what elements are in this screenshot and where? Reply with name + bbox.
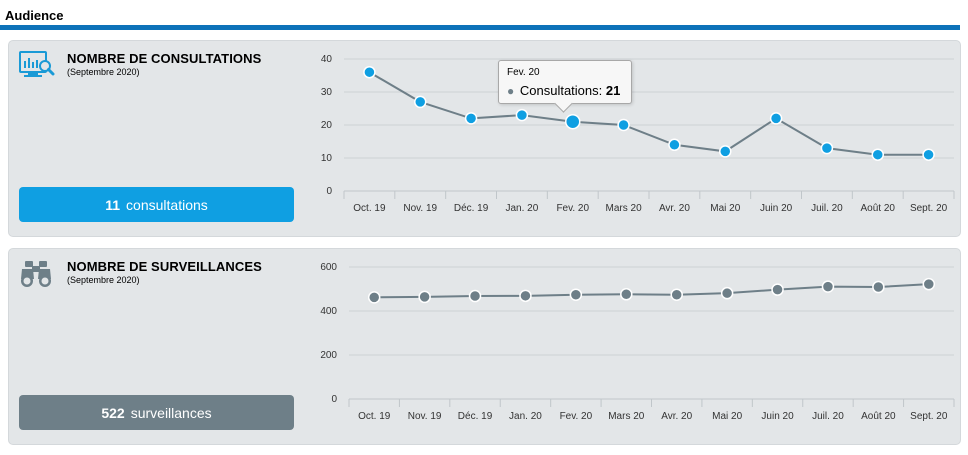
y-tick-label: 40 xyxy=(321,54,333,65)
series-line xyxy=(368,71,929,156)
x-tick-label: Avr. 20 xyxy=(659,203,690,214)
data-point[interactable] xyxy=(418,290,431,304)
series-line xyxy=(374,283,929,299)
surveillances-heading: NOMBRE DE SURVEILLANCES xyxy=(67,259,262,274)
data-point[interactable] xyxy=(569,288,583,301)
data-point[interactable] xyxy=(771,283,784,296)
y-tick-label: 20 xyxy=(321,120,333,131)
x-tick-label: Déc. 19 xyxy=(458,411,493,422)
x-tick-label: Mars 20 xyxy=(608,411,645,422)
tooltip-title: Fev. 20 xyxy=(507,67,540,78)
consultations-panel: NOMBRE DE CONSULTATIONS (Septembre 2020)… xyxy=(8,40,961,237)
x-tick-label: Mai 20 xyxy=(712,411,742,422)
data-point[interactable] xyxy=(363,65,376,79)
x-tick-label: Juin 20 xyxy=(761,411,794,422)
x-tick-label: Juil. 20 xyxy=(811,203,843,214)
x-tick-label: Août 20 xyxy=(861,203,896,214)
x-tick-label: Juil. 20 xyxy=(812,411,844,422)
consultations-count: 11 xyxy=(105,196,121,213)
x-tick-label: Sept. 20 xyxy=(910,203,948,214)
data-point[interactable] xyxy=(872,280,885,294)
consultations-count-label: consultations xyxy=(126,196,208,213)
x-tick-label: Mai 20 xyxy=(710,203,740,214)
section-title-rule xyxy=(0,25,960,30)
data-point[interactable] xyxy=(821,280,835,293)
x-tick-label: Mars 20 xyxy=(606,203,643,214)
x-tick-label: Nov. 19 xyxy=(408,411,442,422)
x-tick-label: Juin 20 xyxy=(760,203,793,214)
surveillances-count-label: surveillances xyxy=(130,404,212,421)
consultations-period: (Septembre 2020) xyxy=(67,67,140,77)
chart-tooltip: Fev. 20 ● Consultations: 21 xyxy=(498,60,632,104)
y-tick-label: 30 xyxy=(321,87,333,98)
data-point[interactable] xyxy=(769,112,783,125)
data-point[interactable] xyxy=(871,148,884,161)
data-point[interactable] xyxy=(515,108,529,122)
y-tick-label: 600 xyxy=(320,262,337,273)
tooltip-value: 21 xyxy=(605,83,621,98)
consultations-count-box: 11 consultations xyxy=(19,187,294,222)
x-tick-label: Jan. 20 xyxy=(509,411,542,422)
y-tick-label: 0 xyxy=(331,394,337,405)
data-point[interactable] xyxy=(367,291,381,304)
y-tick-label: 0 xyxy=(326,186,332,197)
surveillances-chart[interactable]: 0 200 400 600 Oct. 19 Nov. 19 Déc. 19 Jan. 20 Fe… xyxy=(299,249,959,446)
data-point[interactable] xyxy=(720,286,734,300)
data-point[interactable] xyxy=(820,141,834,155)
y-tick-label: 400 xyxy=(320,306,337,317)
consultations-chart[interactable]: 0 10 20 30 40 Oct. 19 Nov. 19 Déc. 19 Jan. 20 Fev… xyxy=(299,41,959,238)
x-tick-label: Avr. 20 xyxy=(661,411,692,422)
data-point[interactable] xyxy=(519,289,532,303)
x-tick-label: Jan. 20 xyxy=(506,203,539,214)
data-point[interactable] xyxy=(670,288,683,301)
monitor-chart-search-icon xyxy=(19,49,55,81)
binoculars-icon xyxy=(19,257,55,289)
x-tick-label: Sept. 20 xyxy=(910,411,948,422)
data-point[interactable] xyxy=(617,118,630,132)
consultations-heading: NOMBRE DE CONSULTATIONS xyxy=(67,51,262,66)
surveillances-count-box: 522 surveillances xyxy=(19,395,294,430)
x-tick-label: Fev. 20 xyxy=(556,203,589,214)
data-point[interactable] xyxy=(922,148,935,161)
section-title: Audience xyxy=(5,8,64,23)
data-point[interactable] xyxy=(719,145,732,158)
x-tick-label: Nov. 19 xyxy=(403,203,437,214)
surveillances-panel: NOMBRE DE SURVEILLANCES (Septembre 2020)… xyxy=(8,248,961,445)
x-tick-label: Oct. 19 xyxy=(358,411,391,422)
surveillances-count: 522 xyxy=(101,404,125,421)
x-tick-label: Déc. 19 xyxy=(454,203,489,214)
data-point[interactable] xyxy=(668,138,681,152)
x-tick-label: Oct. 19 xyxy=(353,203,386,214)
tooltip-series-label: Consultations: xyxy=(519,83,603,98)
y-tick-label: 10 xyxy=(321,153,333,164)
x-tick-label: Fev. 20 xyxy=(560,411,593,422)
data-point[interactable] xyxy=(464,112,478,125)
tooltip-series-dot: ● xyxy=(507,84,515,98)
y-tick-label: 200 xyxy=(320,350,337,361)
data-point[interactable] xyxy=(620,288,633,301)
data-point[interactable] xyxy=(922,277,936,291)
surveillances-period: (Septembre 2020) xyxy=(67,275,140,285)
data-point[interactable] xyxy=(414,95,427,109)
x-tick-label: Août 20 xyxy=(861,411,896,422)
data-point[interactable] xyxy=(565,113,581,130)
data-point[interactable] xyxy=(468,289,482,303)
